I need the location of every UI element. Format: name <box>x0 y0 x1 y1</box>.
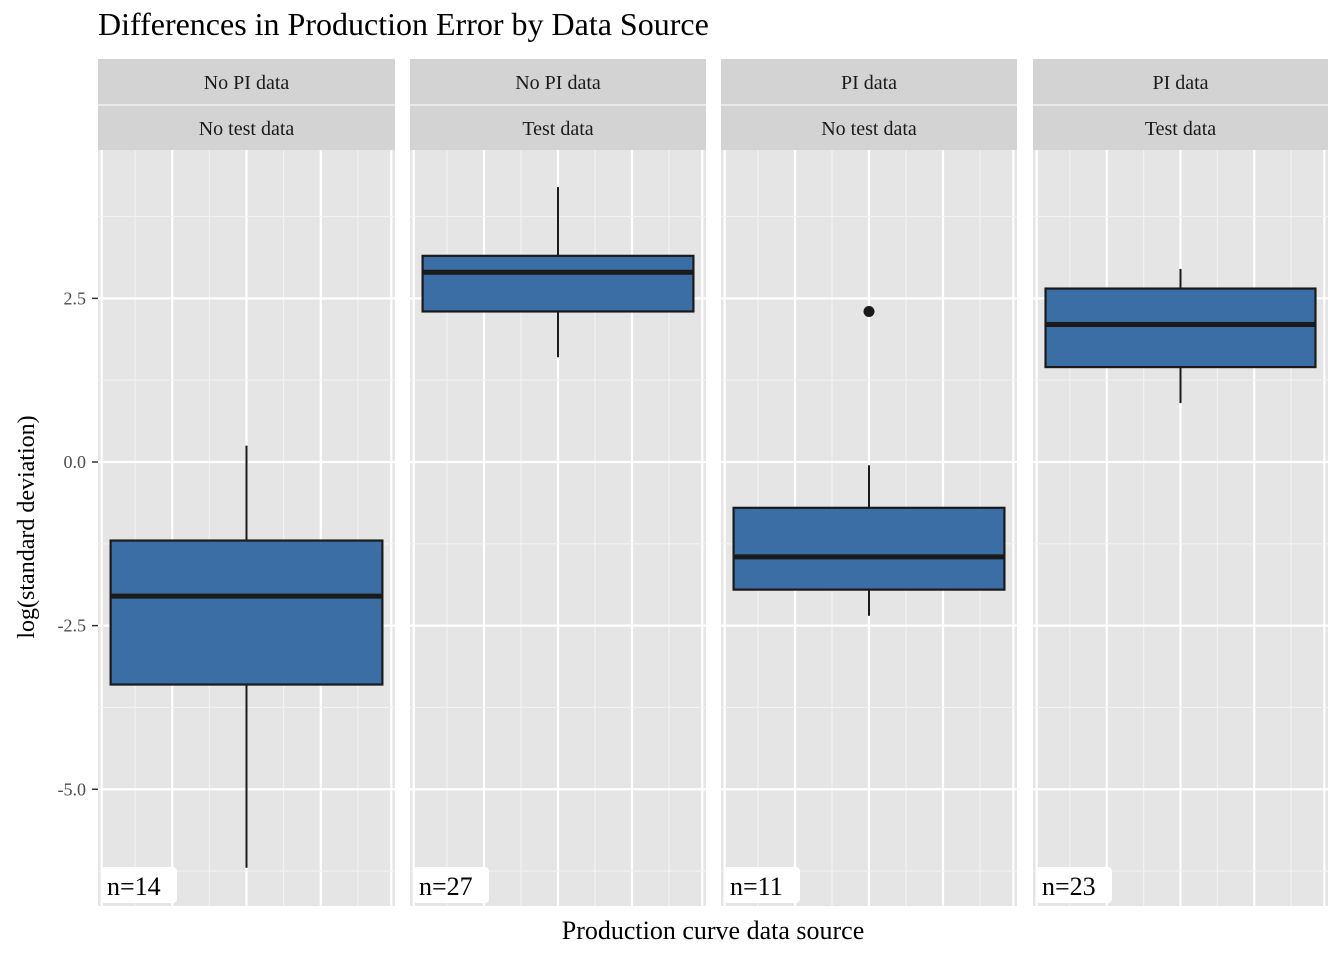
box-iqr <box>109 539 384 686</box>
sample-size-label-background <box>1036 867 1112 903</box>
facet-strip-top-label: No PI data <box>204 72 290 94</box>
chart-title: Differences in Production Error by Data … <box>98 6 709 42</box>
facet-strip-bottom-label: Test data <box>1145 118 1216 140</box>
sample-size-label-background <box>724 867 800 903</box>
facet-strip-top-label: PI data <box>841 72 897 94</box>
sample-size-label: n=14 <box>101 867 177 903</box>
sample-size-label-text: n=27 <box>419 872 473 901</box>
box-iqr <box>732 506 1006 591</box>
y-tick-label: 0.0 <box>64 452 87 472</box>
box-iqr <box>421 254 695 313</box>
facet-strip-bottom-label: Test data <box>522 118 593 140</box>
facet-panel: PI data Test data n=23 <box>1033 59 1328 906</box>
facet-strip-top-label: No PI data <box>515 72 601 94</box>
facet-strip-top-label: PI data <box>1152 72 1208 94</box>
facet-panel: No PI data Test data n=27 <box>410 59 706 906</box>
facet-panels: No PI data No test data n=14 No PI data Test… <box>98 59 1328 906</box>
y-axis-title: log(standard deviation) <box>14 415 40 638</box>
sample-size-label-text: n=11 <box>730 872 783 901</box>
sample-size-label: n=27 <box>413 867 489 903</box>
facet-strip-bottom-label: No test data <box>199 118 295 140</box>
sample-size-label-background <box>101 867 177 903</box>
sample-size-label: n=11 <box>724 867 800 903</box>
facet-panel: No PI data No test data n=14 <box>98 59 395 906</box>
facet-panel: PI data No test data n=11 <box>721 59 1017 906</box>
y-tick-label: -5.0 <box>58 779 87 799</box>
y-axis: 2.5 0.0 -2.5 -5.0 <box>58 288 98 799</box>
sample-size-label-text: n=14 <box>107 872 161 901</box>
sample-size-label-text: n=23 <box>1042 872 1096 901</box>
sample-size-label: n=23 <box>1036 867 1112 903</box>
outlier-point <box>863 305 875 317</box>
x-axis-title: Production curve data source <box>562 916 865 945</box>
y-tick-label: 2.5 <box>64 288 87 308</box>
box-iqr <box>1044 287 1317 369</box>
y-tick-label: -2.5 <box>58 616 87 636</box>
sample-size-label-background <box>413 867 489 903</box>
facet-strip-bottom-label: No test data <box>821 118 917 140</box>
